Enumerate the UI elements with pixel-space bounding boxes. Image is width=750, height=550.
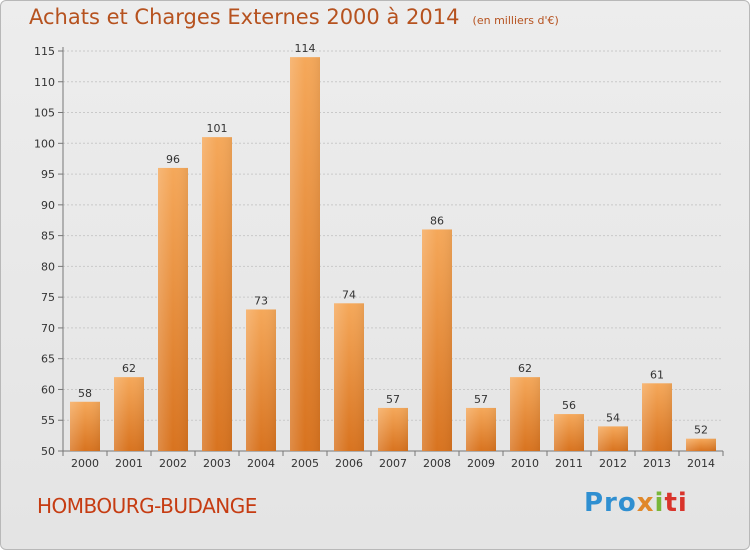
value-label-2004: 73 <box>254 294 268 307</box>
value-label-2005: 114 <box>295 42 316 55</box>
proxiti-logo: Proxiti <box>584 488 688 518</box>
y-tick-label: 60 <box>41 383 55 396</box>
bar-shade-2013 <box>642 383 672 451</box>
bar-shade-2014 <box>686 438 716 451</box>
x-tick-label-2002: 2002 <box>159 457 187 470</box>
x-tick-label-2014: 2014 <box>687 457 715 470</box>
value-label-2001: 62 <box>122 362 136 375</box>
y-tick-label: 55 <box>41 414 55 427</box>
bar-shade-2012 <box>598 426 628 451</box>
y-tick-label: 75 <box>41 291 55 304</box>
value-label-2012: 54 <box>606 411 620 424</box>
value-label-2008: 86 <box>430 214 444 227</box>
chart-unit: (en milliers d'€) <box>472 14 559 27</box>
bar-shade-2008 <box>422 229 452 451</box>
value-label-2003: 101 <box>207 122 228 135</box>
y-tick-label: 100 <box>34 137 55 150</box>
labels: 50 55 60 65 70 75 80 85 90 95 100 105 110 115 58 2000 62… <box>34 42 715 470</box>
y-tick-label: 85 <box>41 230 55 243</box>
value-label-2011: 56 <box>562 399 576 412</box>
value-label-2000: 58 <box>78 387 92 400</box>
y-tick-label: 110 <box>34 76 55 89</box>
bar-shade-2003 <box>202 137 232 451</box>
y-tick-label: 115 <box>34 45 55 58</box>
x-tick-label-2000: 2000 <box>71 457 99 470</box>
x-tick-label-2006: 2006 <box>335 457 363 470</box>
y-tick-label: 50 <box>41 445 55 458</box>
bar-shade-2007 <box>378 407 408 451</box>
value-label-2009: 57 <box>474 393 488 406</box>
chart-title: Achats et Charges Externes 2000 à 2014 <box>29 5 460 29</box>
bars <box>70 57 716 452</box>
y-tick-label: 90 <box>41 199 55 212</box>
x-tick-label-2008: 2008 <box>423 457 451 470</box>
bar-shade-2000 <box>70 401 100 451</box>
x-tick-label-2009: 2009 <box>467 457 495 470</box>
x-tick-label-2013: 2013 <box>643 457 671 470</box>
x-tick-label-2012: 2012 <box>599 457 627 470</box>
bar-shade-2005 <box>290 57 320 452</box>
bar-shade-2011 <box>554 414 584 451</box>
x-tick-label-2007: 2007 <box>379 457 407 470</box>
x-tick-label-2011: 2011 <box>555 457 583 470</box>
value-label-2006: 74 <box>342 288 356 301</box>
commune-name: HOMBOURG-BUDANGE <box>37 494 257 518</box>
chart-title-row: Achats et Charges Externes 2000 à 2014 (… <box>29 5 559 29</box>
x-tick-label-2005: 2005 <box>291 457 319 470</box>
bar-shade-2009 <box>466 407 496 451</box>
y-tick-label: 105 <box>34 107 55 120</box>
y-tick-label: 80 <box>41 260 55 273</box>
value-label-2010: 62 <box>518 362 532 375</box>
bar-shade-2004 <box>246 309 276 451</box>
value-label-2014: 52 <box>694 424 708 437</box>
x-tick-label-2004: 2004 <box>247 457 275 470</box>
value-label-2007: 57 <box>386 393 400 406</box>
bar-shade-2001 <box>114 377 144 451</box>
x-tick-label-2003: 2003 <box>203 457 231 470</box>
x-tick-label-2001: 2001 <box>115 457 143 470</box>
y-tick-label: 95 <box>41 168 55 181</box>
y-tick-label: 65 <box>41 353 55 366</box>
bar-shade-2010 <box>510 377 540 451</box>
x-tick-label-2010: 2010 <box>511 457 539 470</box>
value-label-2013: 61 <box>650 368 664 381</box>
bar-shade-2006 <box>334 303 364 451</box>
bar-shade-2002 <box>158 167 188 451</box>
value-label-2002: 96 <box>166 153 180 166</box>
y-tick-label: 70 <box>41 322 55 335</box>
